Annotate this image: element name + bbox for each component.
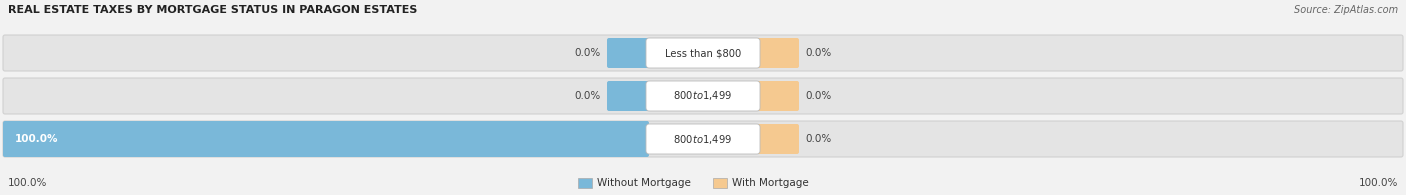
FancyBboxPatch shape: [578, 178, 592, 188]
FancyBboxPatch shape: [3, 121, 1403, 157]
Text: 100.0%: 100.0%: [8, 178, 48, 188]
FancyBboxPatch shape: [713, 178, 727, 188]
Text: 0.0%: 0.0%: [575, 91, 600, 101]
FancyBboxPatch shape: [607, 81, 650, 111]
Text: 0.0%: 0.0%: [575, 48, 600, 58]
FancyBboxPatch shape: [3, 35, 1403, 71]
Text: Source: ZipAtlas.com: Source: ZipAtlas.com: [1294, 5, 1398, 15]
Text: 100.0%: 100.0%: [15, 134, 59, 144]
FancyBboxPatch shape: [756, 124, 799, 154]
FancyBboxPatch shape: [645, 81, 761, 111]
Text: $800 to $1,499: $800 to $1,499: [673, 132, 733, 145]
Text: 100.0%: 100.0%: [1358, 178, 1398, 188]
Text: 0.0%: 0.0%: [806, 48, 831, 58]
Text: With Mortgage: With Mortgage: [733, 178, 808, 188]
Text: 0.0%: 0.0%: [806, 91, 831, 101]
FancyBboxPatch shape: [3, 121, 650, 157]
Text: REAL ESTATE TAXES BY MORTGAGE STATUS IN PARAGON ESTATES: REAL ESTATE TAXES BY MORTGAGE STATUS IN …: [8, 5, 418, 15]
FancyBboxPatch shape: [645, 38, 761, 68]
Text: Without Mortgage: Without Mortgage: [598, 178, 690, 188]
FancyBboxPatch shape: [3, 78, 1403, 114]
FancyBboxPatch shape: [607, 38, 650, 68]
Text: Less than $800: Less than $800: [665, 48, 741, 58]
FancyBboxPatch shape: [756, 81, 799, 111]
Text: 0.0%: 0.0%: [806, 134, 831, 144]
FancyBboxPatch shape: [756, 38, 799, 68]
FancyBboxPatch shape: [645, 124, 761, 154]
Text: $800 to $1,499: $800 to $1,499: [673, 90, 733, 103]
